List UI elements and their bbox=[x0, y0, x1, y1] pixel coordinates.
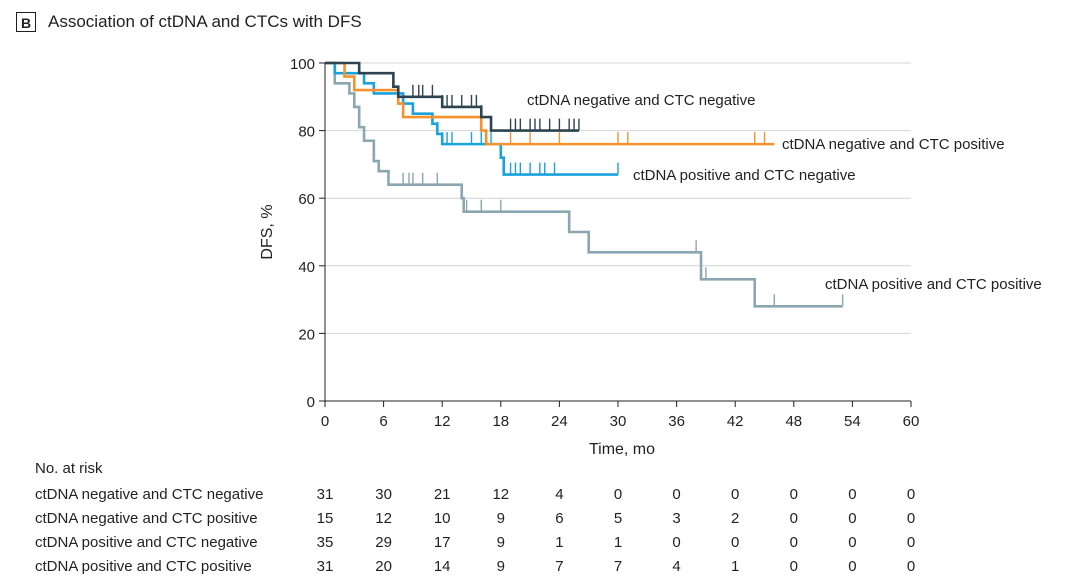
x-axis-label: Time, mo bbox=[589, 441, 655, 458]
x-tick-label: 30 bbox=[610, 413, 627, 430]
risk-count: 15 bbox=[316, 510, 334, 527]
risk-row-label: ctDNA positive and CTC negative bbox=[35, 534, 258, 551]
risk-count: 0 bbox=[848, 510, 857, 527]
y-axis-label: DFS, % bbox=[259, 204, 276, 259]
chart-title: Association of ctDNA and CTCs with DFS bbox=[48, 12, 362, 31]
x-tick-label: 6 bbox=[379, 413, 387, 430]
risk-row-label: ctDNA negative and CTC positive bbox=[35, 510, 258, 527]
risk-count: 1 bbox=[555, 534, 564, 551]
risk-row: ctDNA positive and CTC positive 31 20 14 9 7 7… bbox=[0, 558, 1080, 578]
risk-table-header: No. at risk bbox=[35, 460, 103, 477]
km-curve bbox=[325, 61, 579, 132]
risk-count: 2 bbox=[731, 510, 740, 527]
x-tick-label: 12 bbox=[434, 413, 451, 430]
x-tick-label: 0 bbox=[321, 413, 329, 430]
risk-count: 12 bbox=[375, 510, 392, 527]
x-tick-label: 60 bbox=[903, 413, 920, 430]
risk-count: 0 bbox=[906, 534, 916, 551]
risk-count: 10 bbox=[433, 510, 451, 527]
risk-count: 0 bbox=[906, 510, 916, 527]
risk-count: 5 bbox=[613, 510, 623, 527]
y-tick-label: 80 bbox=[298, 124, 315, 141]
risk-count: 14 bbox=[433, 558, 451, 575]
x-tick-label: 18 bbox=[492, 413, 509, 430]
risk-count: 0 bbox=[848, 534, 857, 551]
risk-row: ctDNA positive and CTC negative 35 29 17 9 1 1… bbox=[0, 534, 1080, 554]
risk-count: 29 bbox=[375, 534, 392, 551]
x-tick-label: 48 bbox=[785, 413, 802, 430]
risk-count: 4 bbox=[555, 486, 564, 503]
risk-count: 31 bbox=[316, 558, 334, 575]
x-tick-label: 42 bbox=[727, 413, 744, 430]
risk-count: 0 bbox=[731, 534, 740, 551]
km-plot: 0 20 40 60 80 100 0 6 12 18 24 30 36 42 48 54 60 Time, mo… bbox=[259, 56, 1042, 458]
risk-count: 1 bbox=[613, 534, 623, 551]
risk-count: 21 bbox=[433, 486, 451, 503]
risk-count: 0 bbox=[789, 510, 798, 527]
km-curve bbox=[325, 61, 843, 308]
risk-count: 6 bbox=[555, 510, 564, 527]
risk-row-label: ctDNA positive and CTC positive bbox=[35, 558, 252, 575]
risk-count: 0 bbox=[789, 534, 798, 551]
risk-count: 9 bbox=[496, 510, 505, 527]
km-curve bbox=[325, 61, 775, 146]
risk-row: ctDNA negative and CTC negative 31 30 21 12 4… bbox=[0, 486, 1080, 506]
risk-count: 0 bbox=[848, 558, 857, 575]
risk-count: 3 bbox=[672, 510, 681, 527]
risk-count: 9 bbox=[496, 534, 505, 551]
x-tick-label: 24 bbox=[551, 413, 568, 430]
risk-count: 0 bbox=[848, 486, 857, 503]
panel-letter: B bbox=[16, 12, 36, 32]
risk-count: 1 bbox=[731, 558, 740, 575]
risk-count: 35 bbox=[316, 534, 334, 551]
series-label: ctDNA positive and CTC negative bbox=[633, 167, 856, 184]
risk-count: 0 bbox=[906, 486, 916, 503]
risk-count: 12 bbox=[492, 486, 510, 503]
risk-count: 0 bbox=[672, 486, 681, 503]
risk-row: ctDNA negative and CTC positive 15 12 10 9 6 5… bbox=[0, 510, 1080, 530]
panel-header: B Association of ctDNA and CTCs with DFS bbox=[16, 10, 362, 34]
risk-count: 31 bbox=[316, 486, 334, 503]
risk-count: 0 bbox=[731, 486, 740, 503]
x-tick-label: 36 bbox=[668, 413, 685, 430]
risk-count: 20 bbox=[375, 558, 392, 575]
risk-count: 7 bbox=[555, 558, 564, 575]
risk-count: 7 bbox=[613, 558, 623, 575]
y-tick-label: 60 bbox=[298, 191, 315, 208]
km-curve bbox=[325, 61, 618, 176]
series-label: ctDNA negative and CTC negative bbox=[527, 92, 755, 109]
risk-count: 4 bbox=[672, 558, 681, 575]
y-tick-label: 40 bbox=[298, 259, 315, 276]
series-label: ctDNA negative and CTC positive bbox=[782, 136, 1005, 153]
risk-count: 17 bbox=[433, 534, 451, 551]
x-tick-label: 54 bbox=[844, 413, 861, 430]
risk-count: 0 bbox=[906, 558, 916, 575]
risk-count: 0 bbox=[672, 534, 681, 551]
y-tick-label: 0 bbox=[307, 394, 315, 411]
y-tick-label: 20 bbox=[298, 326, 315, 343]
risk-count: 30 bbox=[375, 486, 392, 503]
risk-row-label: ctDNA negative and CTC negative bbox=[35, 486, 264, 503]
y-tick-label: 100 bbox=[290, 56, 315, 73]
risk-count: 0 bbox=[789, 558, 798, 575]
risk-count: 9 bbox=[496, 558, 505, 575]
risk-count: 0 bbox=[613, 486, 623, 503]
series-label: ctDNA positive and CTC positive bbox=[825, 276, 1042, 293]
risk-count: 0 bbox=[789, 486, 798, 503]
